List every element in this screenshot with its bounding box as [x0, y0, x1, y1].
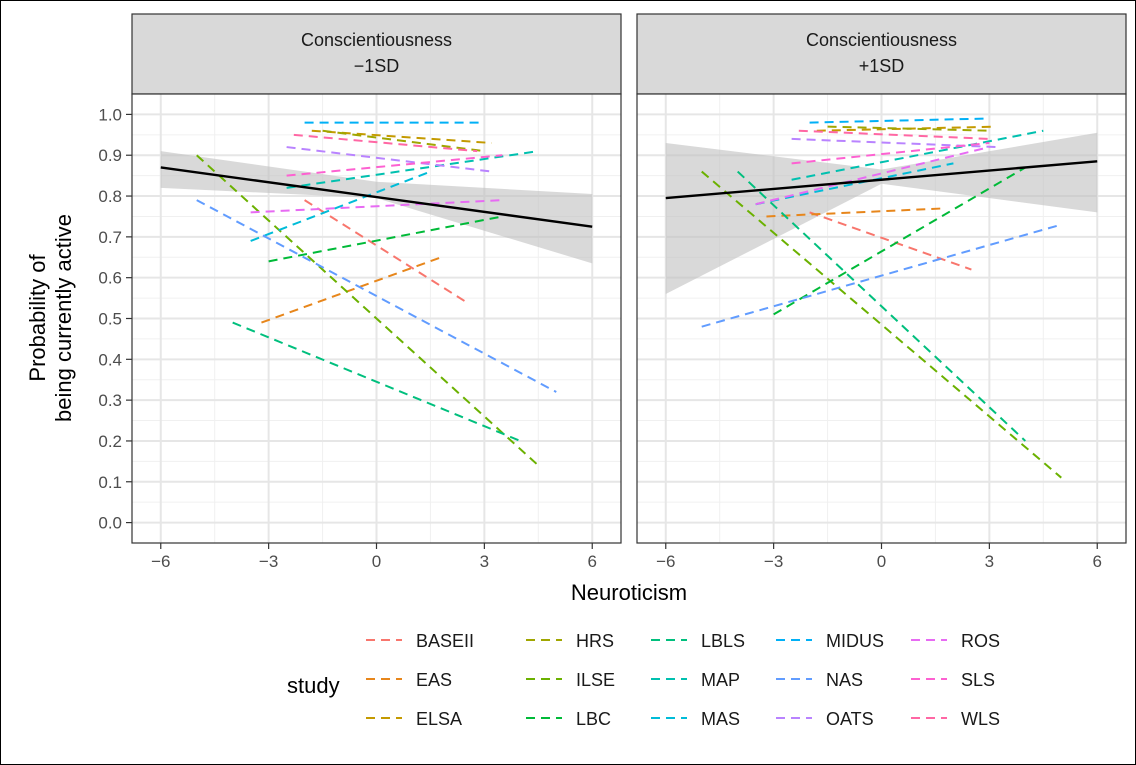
legend-item-baseii: BASEII [366, 631, 474, 651]
legend-label: WLS [961, 709, 1000, 729]
legend-label: LBC [576, 709, 611, 729]
legend-item-nas: NAS [776, 670, 863, 690]
legend-label: ILSE [576, 670, 615, 690]
legend: study BASEII EAS ELSA HRS ILSE LBC LBLS MAP MAS M… [287, 631, 1000, 729]
y-tick-label: 0.9 [98, 146, 122, 165]
study-line-nas [701, 223, 1062, 328]
facet-strip [636, 13, 1127, 95]
facet-label-line1: Conscientiousness [301, 30, 452, 50]
y-tick-label: 0.7 [98, 228, 122, 247]
legend-item-wls: WLS [911, 709, 1000, 729]
x-tick-label: −3 [764, 552, 783, 571]
study-lines [701, 117, 1062, 479]
panel-minus-1sd: Conscientiousness −1SD −6 −3 0 3 6 0.0 0.1 0.2 0.3… [98, 13, 622, 571]
study-lines [196, 121, 557, 467]
study-line-lbls [736, 170, 1027, 442]
legend-item-lbc: LBC [526, 709, 611, 729]
x-tick-label: −6 [656, 552, 675, 571]
study-line-hrs [827, 125, 990, 132]
facet-label-line2: +1SD [859, 56, 905, 76]
legend-label: EAS [416, 670, 452, 690]
y-tick-label: 0.8 [98, 187, 122, 206]
legend-label: ROS [961, 631, 1000, 651]
legend-items: BASEII EAS ELSA HRS ILSE LBC LBLS MAP MAS MIDUS NA… [366, 631, 1000, 729]
y-axis-title: Probability of being currently active [25, 214, 76, 422]
legend-item-hrs: HRS [526, 631, 614, 651]
study-line-ros [755, 146, 990, 206]
legend-label: HRS [576, 631, 614, 651]
overall-confidence-band [160, 151, 593, 264]
y-tick-label: 0.5 [98, 310, 122, 329]
legend-item-map: MAP [651, 670, 740, 690]
legend-label: BASEII [416, 631, 474, 651]
legend-item-lbls: LBLS [651, 631, 745, 651]
legend-label: MAS [701, 709, 740, 729]
study-line-sls [286, 154, 503, 177]
panel-plus-1sd: Conscientiousness +1SD −6 −3 0 3 6 [636, 13, 1127, 571]
study-line-sls [791, 141, 990, 165]
legend-item-ros: ROS [911, 631, 1000, 651]
study-line-lbc [773, 166, 1026, 316]
study-line-wls [293, 133, 478, 153]
y-tick-label: 0.1 [98, 473, 122, 492]
x-tick-label: −3 [259, 552, 278, 571]
y-tick-label: 0.3 [98, 391, 122, 410]
y-tick-label: 0.0 [98, 514, 122, 533]
legend-label: ELSA [416, 709, 462, 729]
study-line-lbls [232, 321, 521, 442]
legend-label: MAP [701, 670, 740, 690]
study-line-baseii [809, 211, 972, 271]
legend-item-midus: MIDUS [776, 631, 884, 651]
x-tick-label: 6 [588, 552, 597, 571]
study-line-oats [286, 146, 492, 173]
grid [132, 94, 621, 543]
x-axis-title: Neuroticism [571, 580, 687, 605]
y-axis-title-line1: Probability of [25, 254, 50, 382]
y-tick-label: 0.2 [98, 432, 122, 451]
x-tick-label: −6 [151, 552, 170, 571]
x-tick-label: 3 [480, 552, 489, 571]
study-line-nas [196, 199, 557, 393]
overall-fit-line [665, 160, 1098, 200]
study-line-baseii [304, 199, 467, 304]
legend-label: MIDUS [826, 631, 884, 651]
facet-label-line2: −1SD [354, 56, 400, 76]
legend-label: OATS [826, 709, 874, 729]
overall-fit-line [160, 166, 593, 228]
legend-item-ilse: ILSE [526, 670, 615, 690]
study-line-map [286, 150, 539, 189]
y-tick-label: 0.4 [98, 350, 122, 369]
study-line-map [791, 129, 1044, 181]
study-line-ilse [196, 154, 539, 467]
y-tick-label: 0.6 [98, 269, 122, 288]
y-tick-label: 1.0 [98, 105, 122, 124]
study-line-wls [798, 129, 990, 140]
x-tick-label: 0 [372, 552, 381, 571]
study-line-lbc [268, 215, 503, 263]
legend-title: study [287, 673, 340, 698]
study-line-ros [250, 199, 503, 214]
study-line-eas [261, 256, 442, 324]
legend-item-elsa: ELSA [366, 709, 462, 729]
study-line-hrs [322, 129, 485, 153]
study-line-mas [755, 162, 954, 206]
legend-item-eas: EAS [366, 670, 452, 690]
legend-item-sls: SLS [911, 670, 995, 690]
y-axis-title-line2: being currently active [51, 214, 76, 422]
facet-label-line1: Conscientiousness [806, 30, 957, 50]
legend-item-mas: MAS [651, 709, 740, 729]
legend-item-oats: OATS [776, 709, 874, 729]
panels: Conscientiousness −1SD −6 −3 0 3 6 0.0 0.1 0.2 0.3… [98, 13, 1127, 571]
legend-label: LBLS [701, 631, 745, 651]
x-tick-label: 3 [985, 552, 994, 571]
x-tick-label: 0 [877, 552, 886, 571]
legend-label: SLS [961, 670, 995, 690]
overall-confidence-band [665, 132, 1098, 295]
x-tick-label: 6 [1093, 552, 1102, 571]
study-line-ilse [701, 170, 1062, 479]
legend-label: NAS [826, 670, 863, 690]
facet-strip [131, 13, 622, 95]
study-line-mas [250, 170, 431, 242]
